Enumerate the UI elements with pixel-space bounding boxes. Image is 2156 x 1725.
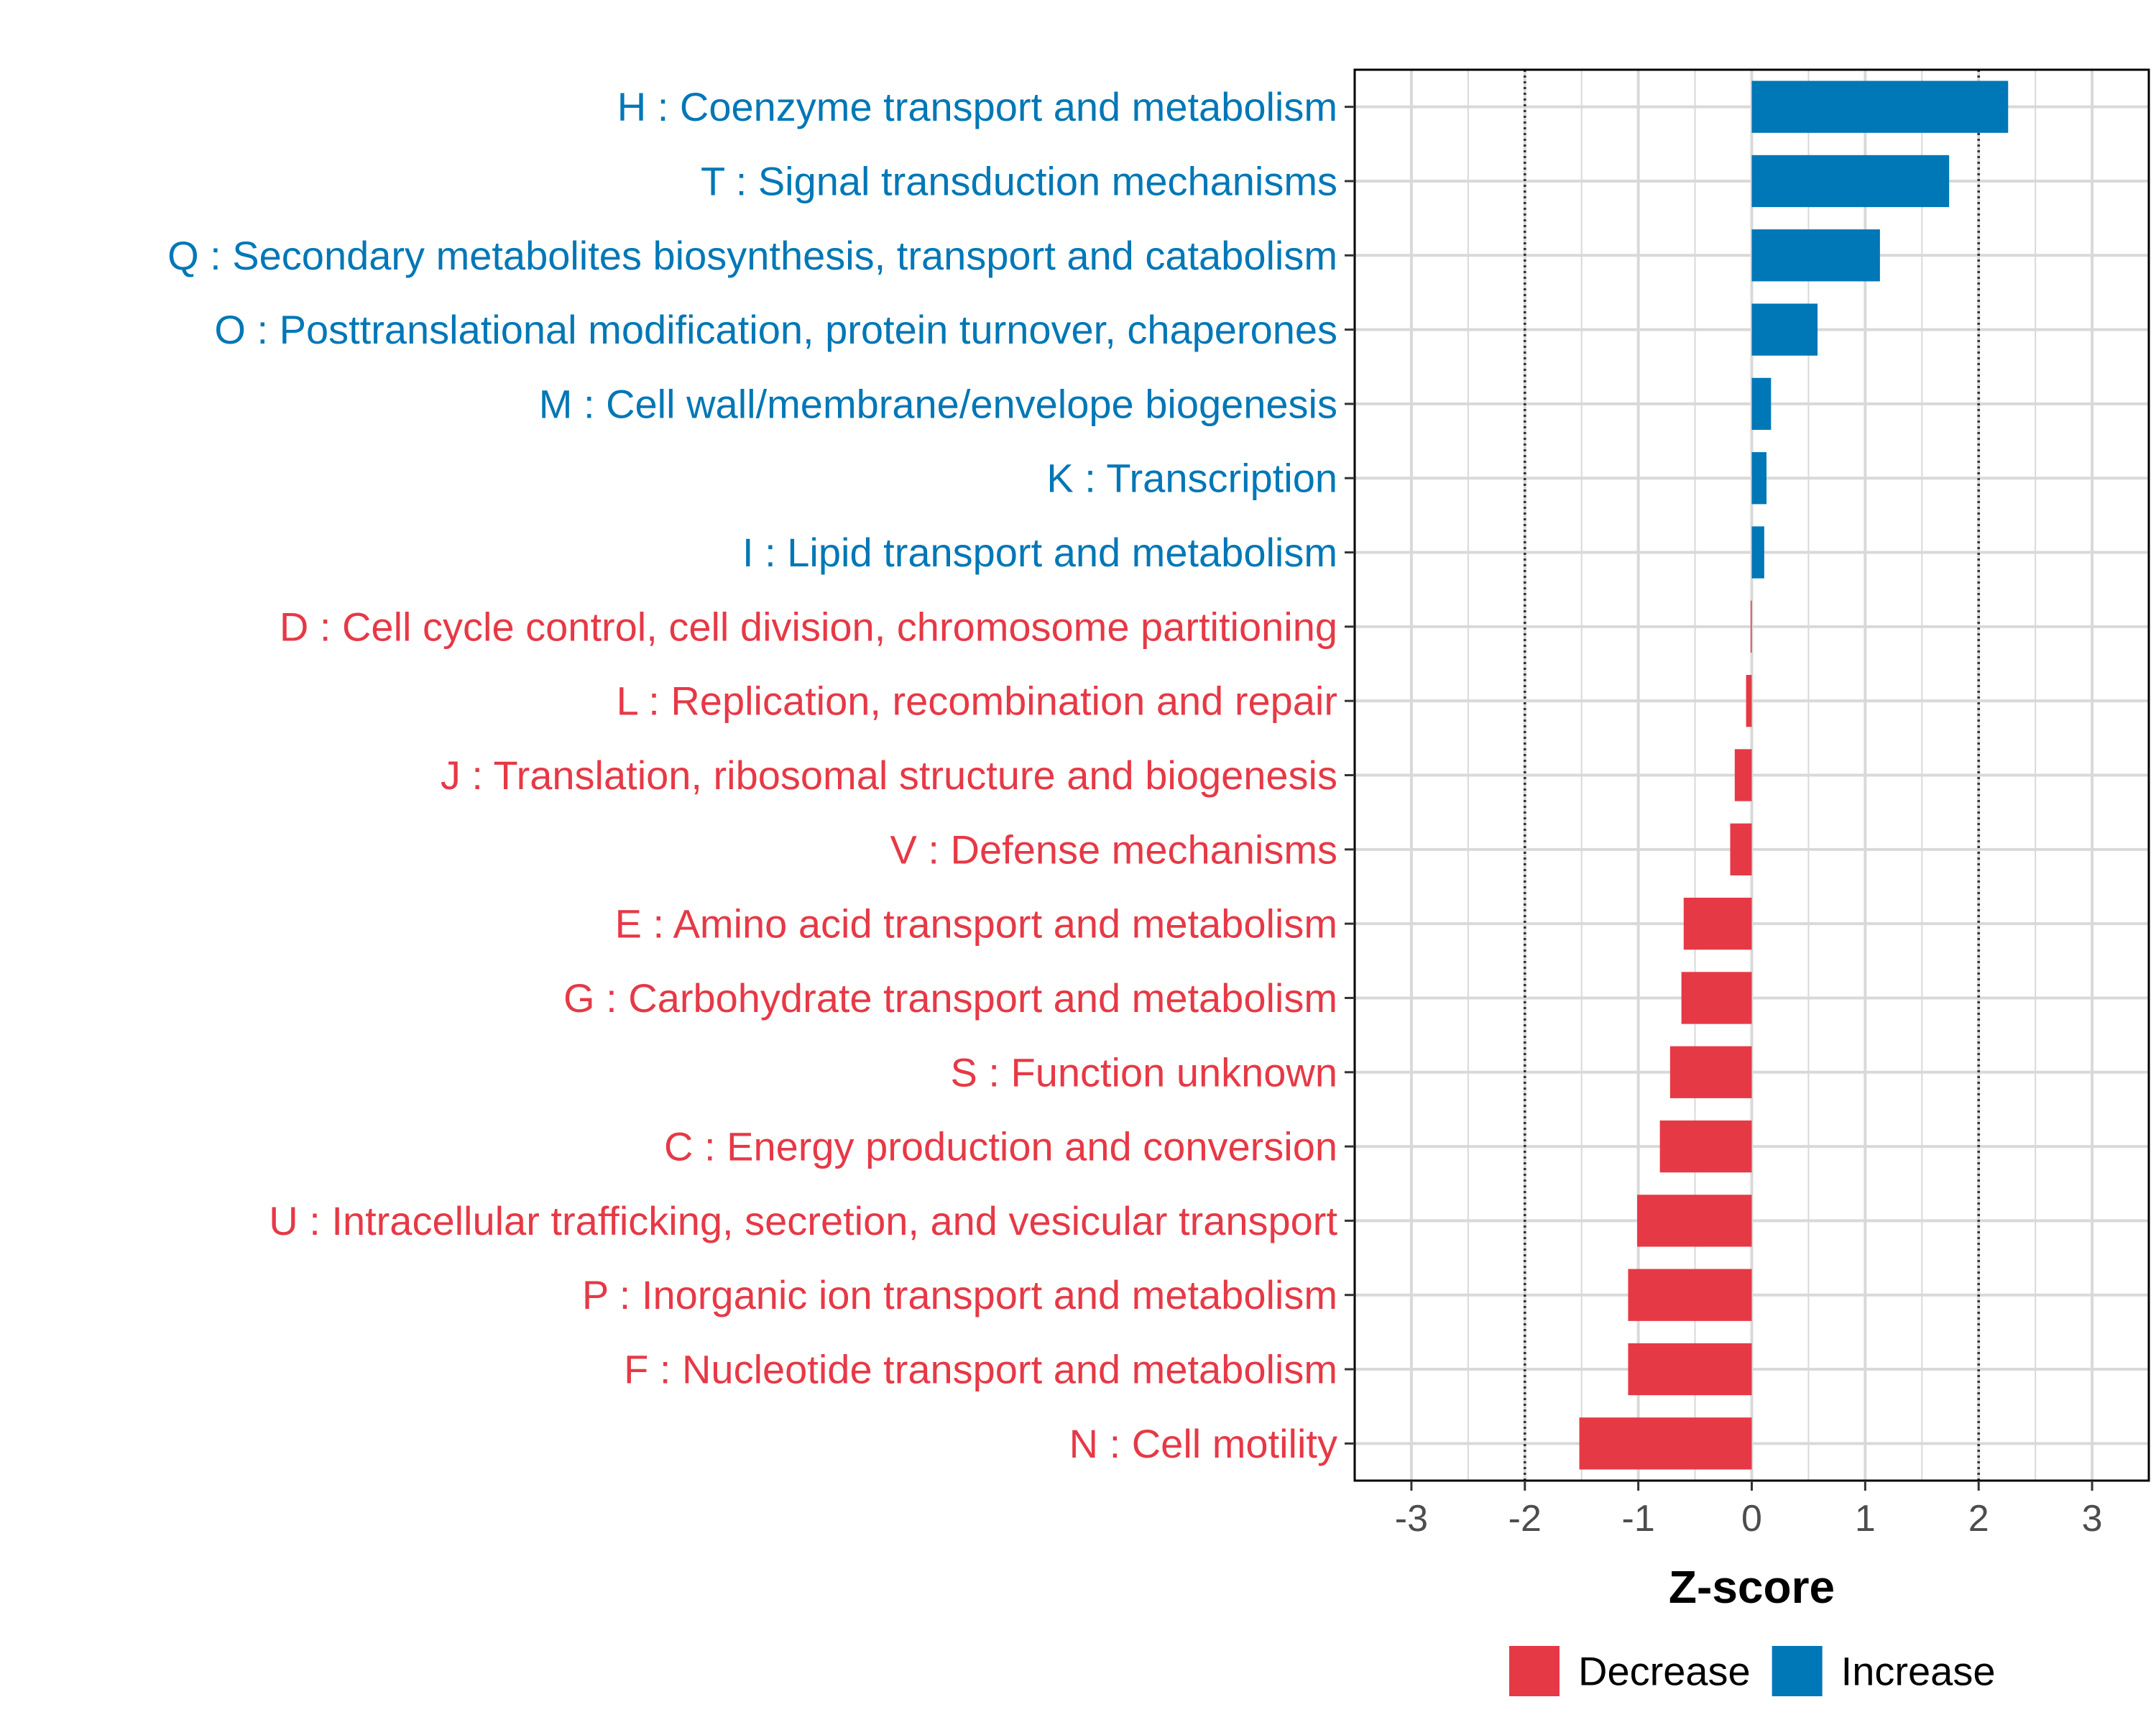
bar-decrease xyxy=(1750,600,1752,653)
bar-decrease xyxy=(1579,1417,1752,1470)
category-label: T : Signal transduction mechanisms xyxy=(701,158,1337,203)
category-label: L : Replication, recombination and repai… xyxy=(617,678,1337,724)
category-label: I : Lipid transport and metabolism xyxy=(742,530,1337,575)
bar-decrease xyxy=(1628,1343,1752,1396)
x-tick-label: -1 xyxy=(1622,1498,1655,1540)
x-axis-title: Z-score xyxy=(1669,1561,1835,1613)
legend: Decrease Increase xyxy=(1509,1646,1995,1696)
category-label: C : Energy production and conversion xyxy=(664,1124,1337,1169)
bar-increase xyxy=(1751,229,1880,282)
bar-decrease xyxy=(1734,749,1752,801)
category-label: O : Posttranslational modification, prot… xyxy=(214,307,1337,352)
category-label: M : Cell wall/membrane/envelope biogenes… xyxy=(539,381,1337,426)
bar-decrease xyxy=(1683,897,1752,950)
bar-decrease xyxy=(1681,972,1752,1024)
legend-key-decrease xyxy=(1509,1646,1560,1696)
category-label: S : Function unknown xyxy=(950,1049,1337,1095)
category-label: F : Nucleotide transport and metabolism xyxy=(624,1347,1337,1392)
bar-increase xyxy=(1751,303,1818,356)
bar-decrease xyxy=(1659,1120,1752,1173)
x-tick-label: -3 xyxy=(1395,1498,1428,1540)
x-tick-label: 1 xyxy=(1855,1498,1876,1540)
category-label: N : Cell motility xyxy=(1069,1421,1337,1466)
bar-decrease xyxy=(1730,823,1752,875)
bar-decrease xyxy=(1628,1269,1752,1321)
legend-label-decrease: Decrease xyxy=(1578,1649,1751,1694)
category-label: H : Coenzyme transport and metabolism xyxy=(617,84,1337,129)
bar-decrease xyxy=(1637,1195,1752,1247)
bars xyxy=(1579,80,2009,1470)
legend-label-increase: Increase xyxy=(1841,1649,1996,1694)
category-label: G : Carbohydrate transport and metabolis… xyxy=(563,975,1337,1021)
category-label: V : Defense mechanisms xyxy=(890,827,1337,872)
x-tick-label: -2 xyxy=(1508,1498,1542,1540)
bar-decrease xyxy=(1669,1046,1752,1098)
category-label: P : Inorganic ion transport and metaboli… xyxy=(582,1272,1337,1317)
category-label: Q : Secondary metabolites biosynthesis, … xyxy=(167,233,1337,278)
x-tick-label: 2 xyxy=(1968,1498,1989,1540)
bar-increase xyxy=(1751,452,1767,505)
category-label: U : Intracellular trafficking, secretion… xyxy=(269,1198,1337,1243)
category-label: D : Cell cycle control, cell division, c… xyxy=(280,604,1337,649)
y-axis-ticks: H : Coenzyme transport and metabolism T :… xyxy=(167,84,1355,1466)
bar-increase xyxy=(1751,155,1950,208)
category-label: E : Amino acid transport and metabolism xyxy=(615,901,1337,947)
x-tick-label: 0 xyxy=(1741,1498,1762,1540)
x-tick-label: 3 xyxy=(2082,1498,2103,1540)
bar-increase xyxy=(1751,377,1772,431)
bar-decrease xyxy=(1746,675,1752,727)
category-label: K : Transcription xyxy=(1046,456,1337,501)
legend-key-increase xyxy=(1772,1646,1823,1696)
category-label: J : Translation, ribosomal structure and… xyxy=(441,753,1337,798)
bar-increase xyxy=(1751,526,1764,579)
x-axis-ticks: -3 -2 -1 0 1 2 3 xyxy=(1395,1481,2103,1540)
bar-increase xyxy=(1751,80,2009,133)
